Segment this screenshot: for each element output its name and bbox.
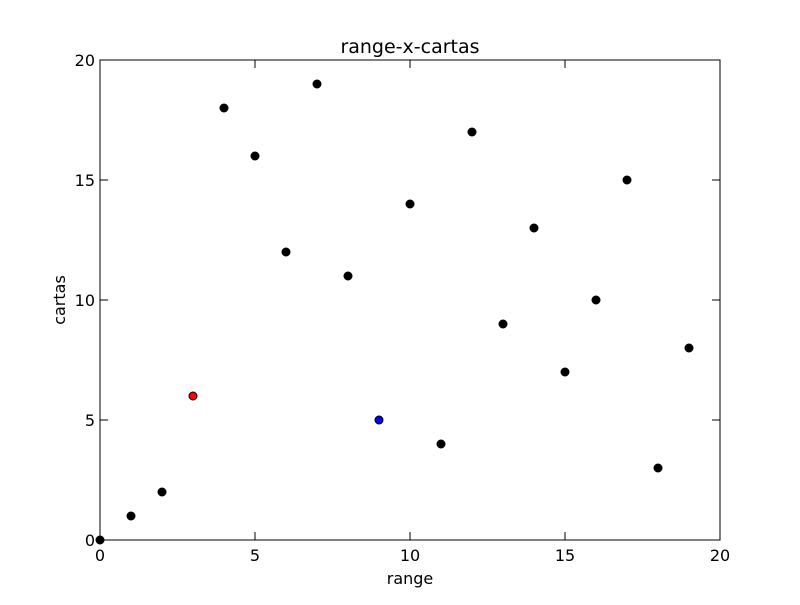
data-point bbox=[684, 343, 694, 353]
x-tick-label: 15 bbox=[555, 546, 575, 565]
data-point bbox=[219, 103, 229, 113]
data-point bbox=[405, 199, 415, 209]
data-point bbox=[591, 295, 601, 305]
data-point bbox=[157, 487, 167, 497]
data-point bbox=[498, 319, 508, 329]
y-tick-label: 20 bbox=[75, 51, 95, 70]
data-points bbox=[95, 79, 694, 545]
y-tick-label: 10 bbox=[75, 291, 95, 310]
y-tick-label: 15 bbox=[75, 171, 95, 190]
data-point bbox=[374, 415, 384, 425]
x-axis-label: range bbox=[387, 569, 434, 588]
tick-labels: 0 5 10 15 20 0 5 10 15 20 bbox=[75, 51, 731, 565]
x-tick-label: 10 bbox=[400, 546, 420, 565]
data-point bbox=[343, 271, 353, 281]
data-point bbox=[250, 151, 260, 161]
data-point bbox=[560, 367, 570, 377]
data-point bbox=[312, 79, 322, 89]
data-point bbox=[622, 175, 632, 185]
data-point bbox=[281, 247, 291, 257]
plot-area bbox=[99, 59, 721, 541]
x-tick-label: 20 bbox=[710, 546, 730, 565]
y-axis-label: cartas bbox=[50, 275, 69, 325]
data-point bbox=[529, 223, 539, 233]
data-point bbox=[126, 511, 136, 521]
y-tick-label: 5 bbox=[85, 411, 95, 430]
data-point bbox=[467, 127, 477, 137]
data-point bbox=[188, 391, 198, 401]
data-point bbox=[95, 535, 105, 545]
x-tick-label: 5 bbox=[250, 546, 260, 565]
y-tick-label: 0 bbox=[85, 531, 95, 550]
data-point bbox=[653, 463, 663, 473]
chart-title: range-x-cartas bbox=[340, 36, 479, 58]
x-tick-label: 0 bbox=[95, 546, 105, 565]
data-point bbox=[436, 439, 446, 449]
